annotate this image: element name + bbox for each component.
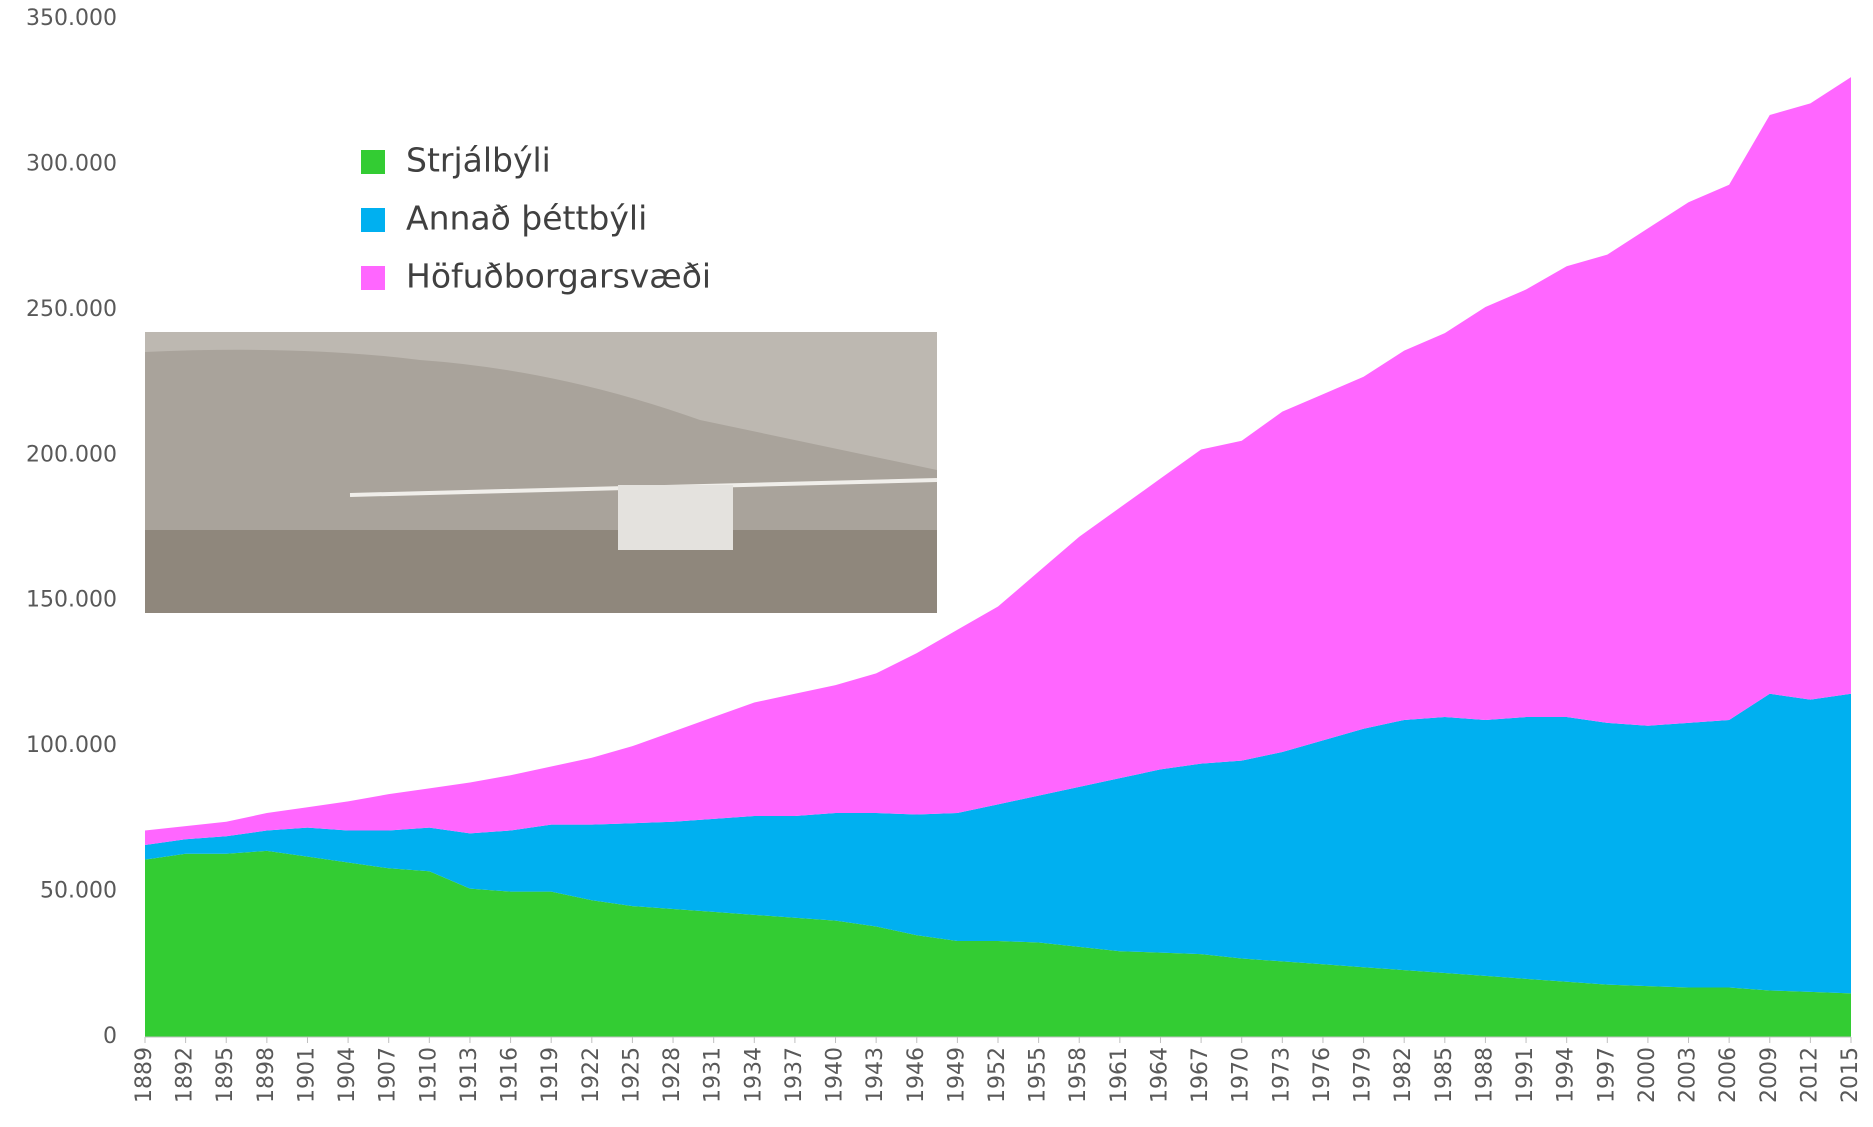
x-tick-label: 1895 <box>213 1047 238 1103</box>
x-tick-label: 1934 <box>741 1047 766 1103</box>
x-tick-label: 1949 <box>944 1047 969 1103</box>
x-tick-label: 1964 <box>1147 1047 1172 1103</box>
y-tick-label: 300.000 <box>26 151 117 176</box>
x-tick-label: 2006 <box>1716 1047 1741 1103</box>
x-tick-label: 1892 <box>173 1047 198 1103</box>
x-tick-label: 1907 <box>376 1047 401 1103</box>
x-tick-label: 1997 <box>1594 1047 1619 1103</box>
x-tick-label: 1901 <box>294 1047 319 1103</box>
y-tick-label: 250.000 <box>26 297 117 322</box>
x-tick-label: 1937 <box>782 1047 807 1103</box>
x-tick-label: 1940 <box>823 1047 848 1103</box>
legend-label: Höfuðborgarsvæði <box>406 257 711 296</box>
x-tick-label: 2015 <box>1838 1047 1863 1103</box>
x-tick-label: 1946 <box>904 1047 929 1103</box>
y-tick-label: 50.000 <box>40 879 117 904</box>
legend-swatch <box>361 208 385 232</box>
x-tick-label: 1952 <box>985 1047 1010 1103</box>
x-tick-label: 1919 <box>538 1047 563 1103</box>
y-tick-label: 200.000 <box>26 442 117 467</box>
x-tick-label: 1910 <box>416 1047 441 1103</box>
x-tick-label: 1991 <box>1513 1047 1538 1103</box>
x-tick-label: 1967 <box>1188 1047 1213 1103</box>
legend-label: Annað þéttbýli <box>406 199 647 238</box>
x-tick-label: 1904 <box>335 1047 360 1103</box>
x-tick-label: 2009 <box>1757 1047 1782 1103</box>
y-tick-label: 0 <box>103 1024 117 1049</box>
x-tick-label: 1943 <box>863 1047 888 1103</box>
x-tick-label: 1970 <box>1229 1047 1254 1103</box>
y-tick-label: 150.000 <box>26 588 117 613</box>
x-tick-label: 1985 <box>1432 1047 1457 1103</box>
x-tick-label: 1931 <box>701 1047 726 1103</box>
chart: Strjálbýli Annað þéttbýli Höfuðborgarsvæði… <box>0 0 1873 1123</box>
x-tick-label: 1973 <box>1269 1047 1294 1103</box>
x-tick-label: 1979 <box>1351 1047 1376 1103</box>
x-tick-label: 1982 <box>1391 1047 1416 1103</box>
x-tick-label: 1988 <box>1472 1047 1497 1103</box>
x-tick-label: 1913 <box>457 1047 482 1103</box>
x-tick-label: 1928 <box>660 1047 685 1103</box>
x-tick-label: 1958 <box>1066 1047 1091 1103</box>
x-tick-label: 1961 <box>1107 1047 1132 1103</box>
y-tick-label: 100.000 <box>26 733 117 758</box>
x-tick-label: 1994 <box>1554 1047 1579 1103</box>
legend-swatch <box>361 266 385 290</box>
x-tick-label: 2003 <box>1676 1047 1701 1103</box>
x-tick-label: 2000 <box>1635 1047 1660 1103</box>
x-tick-label: 1925 <box>619 1047 644 1103</box>
x-tick-label: 1898 <box>254 1047 279 1103</box>
x-tick-label: 1955 <box>1026 1047 1051 1103</box>
legend-swatch <box>361 150 385 174</box>
x-tick-label: 1922 <box>579 1047 604 1103</box>
y-tick-label: 350.000 <box>26 6 117 31</box>
x-tick-label: 2012 <box>1797 1047 1822 1103</box>
legend-label: Strjálbýli <box>406 141 551 180</box>
x-tick-label: 1976 <box>1310 1047 1335 1103</box>
x-tick-label: 1916 <box>498 1047 523 1103</box>
photo <box>145 332 937 613</box>
x-tick-label: 1889 <box>132 1047 157 1103</box>
